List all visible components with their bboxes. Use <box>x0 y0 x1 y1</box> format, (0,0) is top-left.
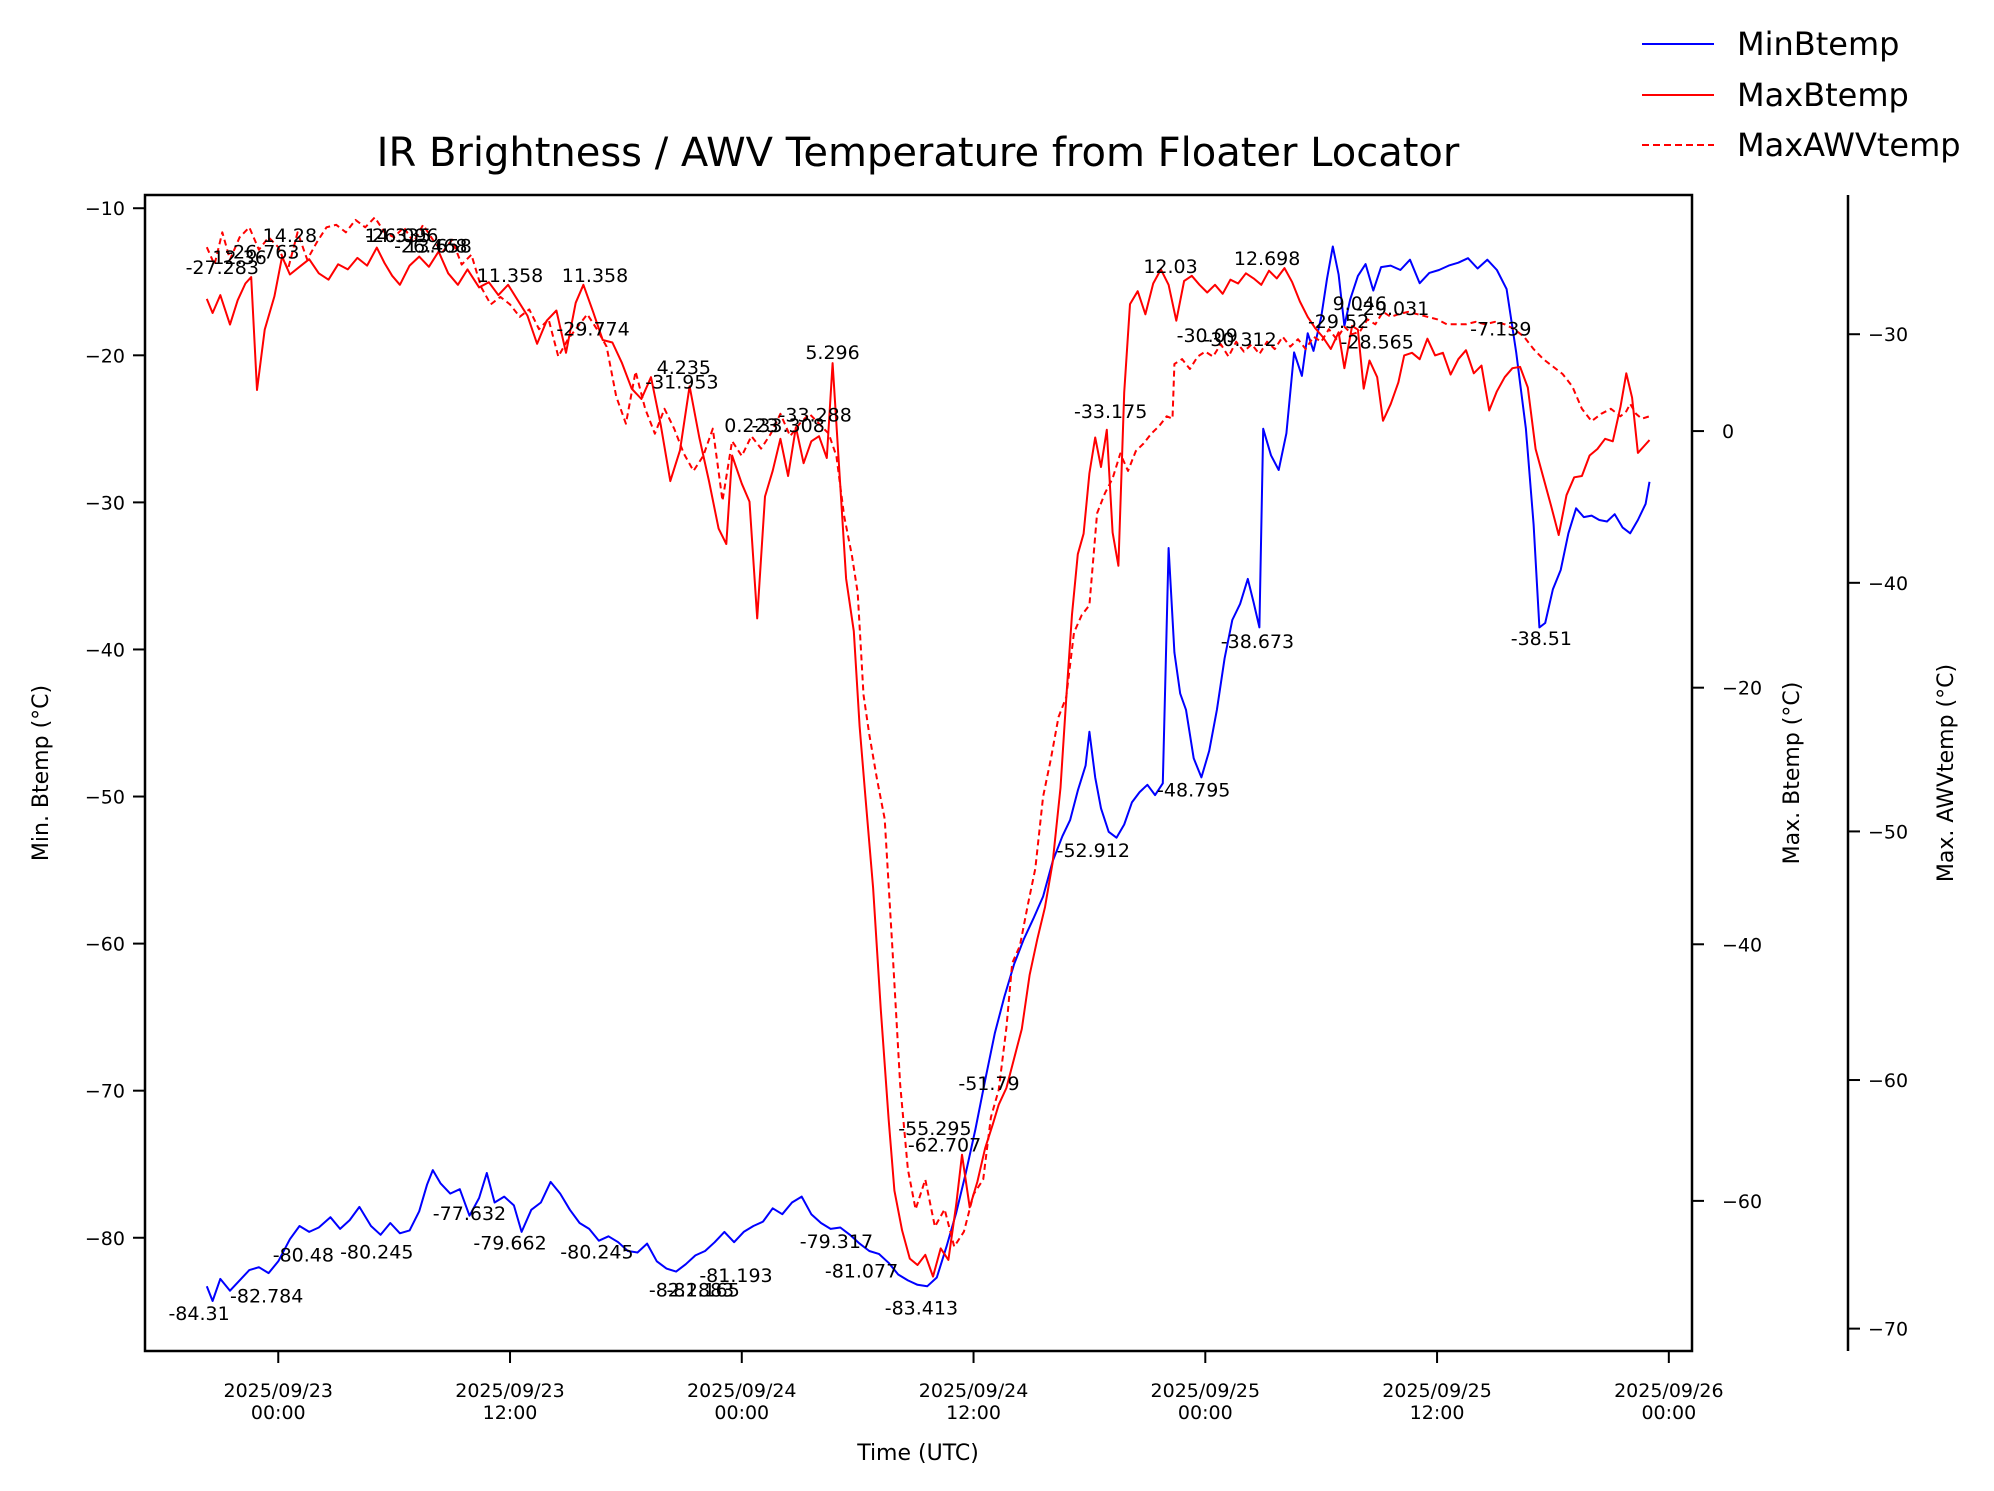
x-tick-label-time: 00:00 <box>1178 1402 1233 1424</box>
data-label: -83.413 <box>885 1297 958 1319</box>
data-label: 9.046 <box>1333 293 1387 315</box>
data-label: -48.795 <box>1157 780 1230 802</box>
data-label: -31.953 <box>645 371 718 393</box>
left-tick-label: −60 <box>85 934 125 956</box>
data-label: -38.51 <box>1511 628 1572 650</box>
data-label: 14.335 <box>365 225 431 247</box>
data-label: -29.52 <box>1308 311 1369 333</box>
left-tick-label: −40 <box>85 639 125 661</box>
data-label: -82.2883 <box>649 1280 734 1302</box>
chart-title: IR Brightness / AWV Temperature from Flo… <box>377 130 1460 176</box>
legend-label-maxbtemp: MaxBtemp <box>1737 76 1909 114</box>
left-axis-title: Min. Btemp (°C) <box>29 685 54 861</box>
left-tick-label: −20 <box>85 345 125 367</box>
right-tick-label: −60 <box>1722 1191 1762 1213</box>
data-label: 11.358 <box>562 265 628 287</box>
data-label: 14.28 <box>263 225 317 247</box>
legend-label-minbtemp: MinBtemp <box>1737 25 1899 63</box>
series-line-maxawvtemp <box>205 216 1650 1248</box>
data-label: 11.358 <box>477 265 543 287</box>
x-axis-title: Time (UTC) <box>856 1441 979 1466</box>
data-label: 13.658 <box>405 235 471 257</box>
left-tick-label: −10 <box>85 198 125 220</box>
awv-tick-label: −30 <box>1868 324 1908 346</box>
left-tick-label: −30 <box>85 492 125 514</box>
data-label: -27.283 <box>186 257 259 279</box>
x-tick-label-date: 2025/09/26 <box>1614 1380 1724 1402</box>
data-label: -82.784 <box>230 1286 303 1308</box>
data-label: -29.031 <box>1356 298 1429 320</box>
data-label: 4.235 <box>657 357 711 379</box>
data-label: -81.165 <box>666 1280 739 1302</box>
legend: MinBtemp MaxBtemp MaxAWVtemp <box>1642 25 1961 164</box>
data-label: -26.096 <box>365 225 438 247</box>
left-tick-label: −50 <box>85 787 125 809</box>
data-label: -81.077 <box>825 1261 898 1283</box>
data-label: -84.31 <box>168 1303 229 1325</box>
x-tick-label-date: 2025/09/23 <box>455 1380 565 1402</box>
data-label: -26.468 <box>394 235 467 257</box>
data-label: -33.288 <box>779 405 852 427</box>
data-label: -79.662 <box>473 1233 546 1255</box>
legend-label-maxawvtemp: MaxAWVtemp <box>1737 126 1961 164</box>
data-label: -52.912 <box>1057 840 1130 862</box>
data-label: -33.175 <box>1074 401 1147 423</box>
x-tick-label-time: 12:00 <box>1410 1402 1465 1424</box>
left-tick-label: −80 <box>85 1228 125 1250</box>
x-tick-label-date: 2025/09/25 <box>1151 1380 1261 1402</box>
data-label: 12.698 <box>1234 248 1300 270</box>
data-label: -26.763 <box>226 242 299 264</box>
data-label: -29.774 <box>556 319 629 341</box>
right-tick-label: −40 <box>1722 934 1762 956</box>
data-label: -30.312 <box>1203 329 1276 351</box>
left-tick-label: −70 <box>85 1081 125 1103</box>
data-label: 12.03 <box>1143 256 1197 278</box>
data-label: -30.09 <box>1177 325 1238 347</box>
x-tick-label-date: 2025/09/23 <box>224 1380 334 1402</box>
awv-tick-label: −70 <box>1868 1319 1908 1341</box>
data-label: 5.296 <box>805 342 859 364</box>
x-tick-label-time: 00:00 <box>714 1402 769 1424</box>
x-tick-label-time: 00:00 <box>251 1402 306 1424</box>
data-label: -55.295 <box>898 1118 971 1140</box>
data-label: -80.245 <box>560 1241 633 1263</box>
data-label: -33.308 <box>751 415 824 437</box>
series-line-maxbtemp <box>205 246 1651 1278</box>
x-tick-label-time: 12:00 <box>483 1402 538 1424</box>
plot-area <box>143 193 1694 1353</box>
data-label: -38.673 <box>1221 631 1294 653</box>
right-axis-title: Max. Btemp (°C) <box>1780 682 1805 865</box>
x-tick-label-time: 00:00 <box>1641 1402 1696 1424</box>
data-label: -81.193 <box>699 1265 772 1287</box>
data-label: -77.632 <box>433 1203 506 1225</box>
x-tick-label-date: 2025/09/24 <box>919 1380 1029 1402</box>
data-label: -79.317 <box>800 1231 873 1253</box>
data-label: 0.223 <box>724 415 778 437</box>
awv-tick-label: −50 <box>1868 821 1908 843</box>
data-label: -7.139 <box>1470 319 1531 341</box>
data-label: 12.36 <box>212 247 266 269</box>
data-label: -28.565 <box>1341 332 1414 354</box>
data-label: -80.48 <box>273 1244 334 1266</box>
series-line-minbtemp <box>205 245 1651 1302</box>
awv-tick-label: −40 <box>1868 573 1908 595</box>
awv-tick-label: −60 <box>1868 1070 1908 1092</box>
right-tick-label: −20 <box>1722 678 1762 700</box>
awv-axis-title: Max. AWVtemp (°C) <box>1934 664 1959 882</box>
x-tick-label-date: 2025/09/25 <box>1382 1380 1492 1402</box>
x-tick-label-time: 12:00 <box>946 1402 1001 1424</box>
data-label: -62.707 <box>908 1135 981 1157</box>
data-label: -51.79 <box>958 1073 1019 1095</box>
right-tick-label: 0 <box>1722 421 1734 443</box>
x-tick-label-date: 2025/09/24 <box>687 1380 797 1402</box>
data-label: -80.245 <box>340 1241 413 1263</box>
